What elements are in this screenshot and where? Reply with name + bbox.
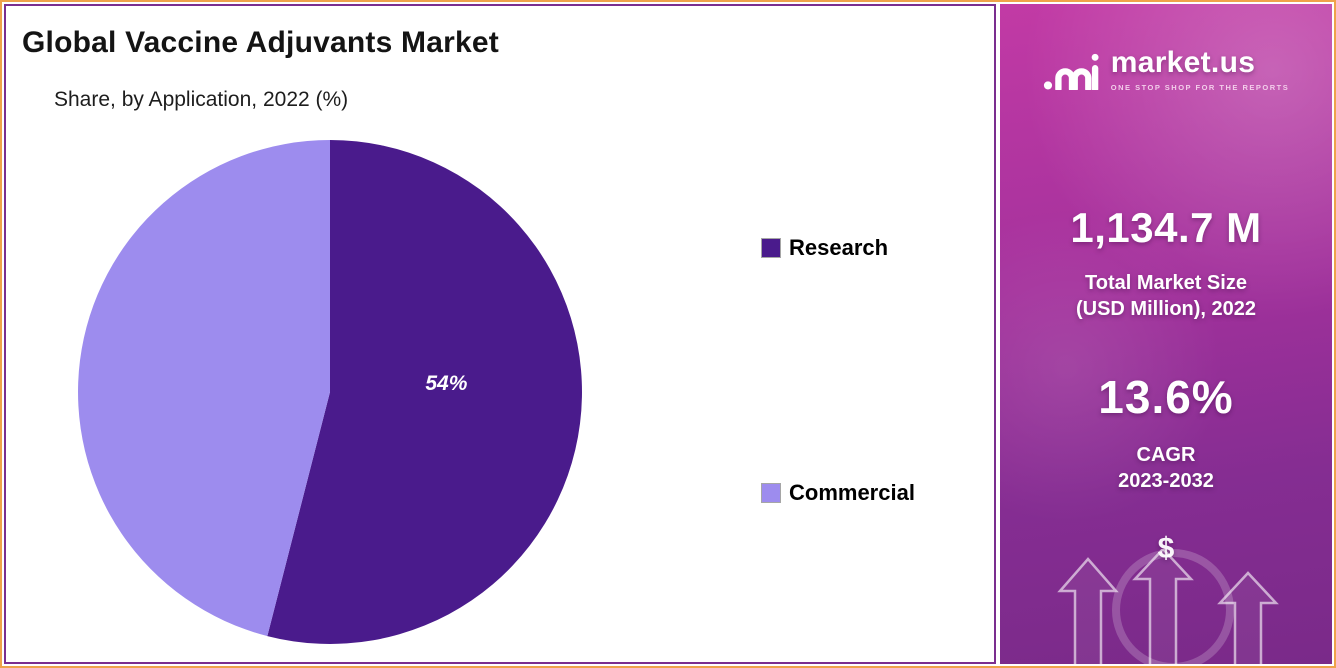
brand-logo: market.us ONE STOP SHOP FOR THE REPORTS xyxy=(1000,48,1332,92)
legend-item-commercial: Commercial xyxy=(761,480,915,506)
brand-panel: market.us ONE STOP SHOP FOR THE REPORTS … xyxy=(1000,4,1332,664)
market-size-label-line2: (USD Million), 2022 xyxy=(1075,298,1257,320)
pie-slice-research xyxy=(267,140,582,644)
pie-chart: 54% xyxy=(77,139,583,645)
legend-label-commercial: Commercial xyxy=(789,480,915,505)
chart-title: Global Vaccine Adjuvants Market xyxy=(22,26,499,59)
legend-swatch-commercial xyxy=(761,483,781,503)
marketus-logo-icon xyxy=(1043,53,1099,90)
market-size-value: 1,134.7 M xyxy=(1070,204,1262,251)
market-size-label-line1: Total Market Size xyxy=(1085,272,1247,294)
brand-name: market.us xyxy=(1110,46,1256,79)
brand-tagline: ONE STOP SHOP FOR THE REPORTS xyxy=(1110,83,1290,92)
legend-swatch-research xyxy=(761,238,781,258)
brand-text-block: market.us ONE STOP SHOP FOR THE REPORTS xyxy=(1110,46,1290,93)
growth-arrows-icon xyxy=(1057,549,1279,664)
cagr-label-line1: CAGR xyxy=(1136,444,1196,466)
legend-label-research: Research xyxy=(789,235,889,260)
cup-decoration xyxy=(1112,549,1234,664)
cagr-label: CAGR 2023-2032 xyxy=(1000,442,1332,494)
legend-item-research: Research xyxy=(761,235,889,261)
pie-svg xyxy=(78,140,582,644)
pie-data-label: 54% xyxy=(425,372,468,396)
chart-subtitle: Share, by Application, 2022 (%) xyxy=(54,88,349,111)
pie-slice-commercial xyxy=(78,140,330,637)
market-size-label: Total Market Size (USD Million), 2022 xyxy=(1000,270,1332,322)
chart-area: Global Vaccine Adjuvants Market Share, b… xyxy=(4,4,996,664)
cagr-value: 13.6% xyxy=(1098,371,1234,423)
cagr-label-line2: 2023-2032 xyxy=(1118,470,1214,492)
